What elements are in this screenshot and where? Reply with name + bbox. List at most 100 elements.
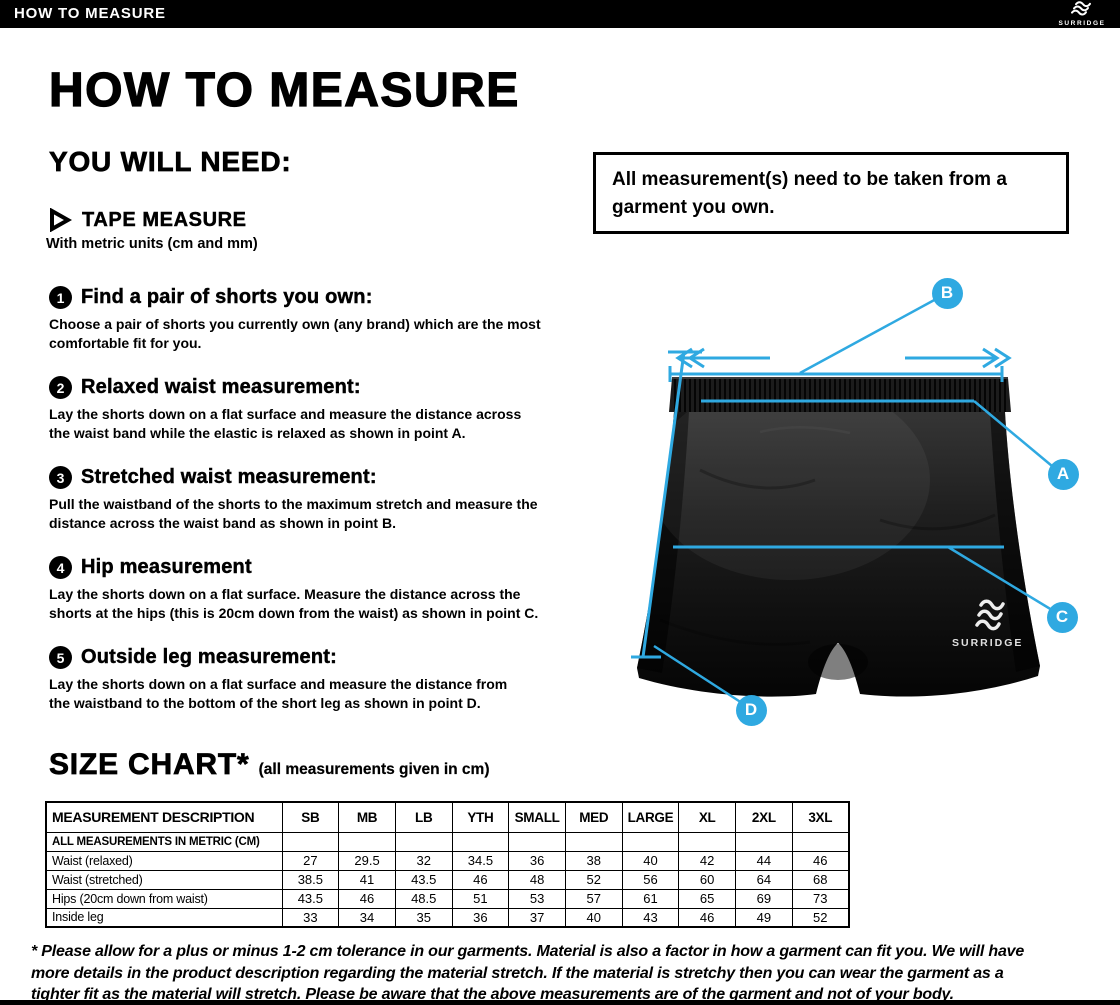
row-label: Inside leg — [45, 907, 283, 928]
step-number-badge: 4 — [49, 556, 72, 579]
size-chart-table: MEASUREMENT DESCRIPTION SB MB LB YTH SMALL MED… — [45, 801, 850, 928]
column-header: LB — [394, 801, 453, 833]
size-chart-subtitle: (all measurements given in cm) — [258, 761, 490, 778]
empty-cell — [791, 831, 850, 852]
value-cell: 34.5 — [451, 850, 510, 871]
empty-cell — [338, 831, 396, 852]
tape-measure-subtitle: With metric units (cm and mm) — [46, 236, 258, 252]
value-cell: 43 — [621, 907, 680, 928]
column-header: SB — [281, 801, 340, 833]
column-header: LARGE — [621, 801, 680, 833]
step-4: 4 Hip measurement Lay the shorts down on a… — [49, 556, 634, 622]
value-cell: 60 — [678, 869, 736, 890]
tape-measure-row: TAPE MEASURE — [48, 208, 247, 232]
value-cell: 52 — [791, 907, 850, 928]
shorts-surridge-logo — [975, 599, 1005, 631]
value-cell: 33 — [281, 907, 340, 928]
value-cell: 69 — [735, 888, 793, 909]
you-will-need-heading: YOU WILL NEED: — [49, 146, 292, 178]
page-title: HOW TO MEASURE — [48, 63, 520, 117]
value-cell: 44 — [735, 850, 793, 871]
value-cell: 51 — [451, 888, 510, 909]
empty-cell — [621, 831, 680, 852]
point-label-c: C — [1046, 601, 1078, 633]
value-cell: 38.5 — [281, 869, 340, 890]
empty-cell — [394, 831, 453, 852]
step-number-badge: 5 — [49, 646, 72, 669]
empty-cell — [678, 831, 736, 852]
step-body: Choose a pair of shorts you currently ow… — [49, 316, 541, 351]
size-chart-heading: SIZE CHART* (all measurements given in c… — [49, 748, 490, 782]
value-cell: 65 — [678, 888, 736, 909]
step-1: 1 Find a pair of shorts you own: Choose a … — [49, 286, 634, 352]
step-5: 5 Outside leg measurement: Lay the shorts … — [49, 646, 634, 712]
table-row: Waist (stretched) 38.5 41 43.5 46 48 52 56 60 64 6… — [45, 869, 850, 890]
empty-cell — [281, 831, 340, 852]
value-cell: 40 — [564, 907, 623, 928]
table-row: Hips (20cm down from waist) 43.5 46 48.5 51 5… — [45, 888, 850, 909]
tape-measure-label: TAPE MEASURE — [82, 208, 247, 231]
value-cell: 56 — [621, 869, 680, 890]
value-cell: 40 — [621, 850, 680, 871]
column-header: MEASUREMENT DESCRIPTION — [45, 801, 283, 833]
value-cell: 36 — [508, 850, 566, 871]
point-label-b: B — [931, 277, 963, 309]
point-label-a: A — [1047, 458, 1079, 490]
empty-cell — [508, 831, 566, 852]
value-cell: 53 — [508, 888, 566, 909]
step-title: Find a pair of shorts you own: — [81, 286, 373, 308]
column-header: XL — [678, 801, 736, 833]
step-number-badge: 3 — [49, 466, 72, 489]
value-cell: 41 — [338, 869, 396, 890]
step-body: Lay the shorts down on a flat surface an… — [49, 406, 522, 441]
empty-cell — [735, 831, 793, 852]
value-cell: 49 — [735, 907, 793, 928]
column-header: SMALL — [508, 801, 566, 833]
step-header: 4 Hip measurement — [49, 556, 634, 579]
value-cell: 27 — [281, 850, 340, 871]
value-cell: 35 — [394, 907, 453, 928]
step-number-badge: 1 — [49, 286, 72, 309]
step-header: 2 Relaxed waist measurement: — [49, 376, 634, 399]
shorts-diagram: SURRIDGE — [631, 296, 1053, 705]
shorts-surridge-wordmark: SURRIDGE — [952, 637, 1023, 649]
column-header: MED — [564, 801, 623, 833]
value-cell: 52 — [564, 869, 623, 890]
value-cell: 48.5 — [394, 888, 453, 909]
value-cell: 73 — [791, 888, 850, 909]
column-header: 2XL — [735, 801, 793, 833]
value-cell: 64 — [735, 869, 793, 890]
column-header: YTH — [451, 801, 510, 833]
value-cell: 36 — [451, 907, 510, 928]
step-3: 3 Stretched waist measurement: Pull the wa… — [49, 466, 634, 532]
step-2: 2 Relaxed waist measurement: Lay the short… — [49, 376, 634, 442]
value-cell: 37 — [508, 907, 566, 928]
value-cell: 42 — [678, 850, 736, 871]
value-cell: 48 — [508, 869, 566, 890]
value-cell: 43.5 — [281, 888, 340, 909]
value-cell: 46 — [791, 850, 850, 871]
value-cell: 68 — [791, 869, 850, 890]
value-cell: 46 — [451, 869, 510, 890]
top-bar-title: HOW TO MEASURE — [14, 5, 166, 22]
step-body: Lay the shorts down on a flat surface. M… — [49, 586, 539, 621]
step-title: Relaxed waist measurement: — [81, 376, 361, 398]
bottom-bar — [0, 1000, 1120, 1005]
column-header: MB — [338, 801, 396, 833]
tape-measure-icon — [50, 208, 72, 232]
step-header: 1 Find a pair of shorts you own: — [49, 286, 634, 309]
value-cell: 29.5 — [338, 850, 396, 871]
step-title: Outside leg measurement: — [81, 646, 337, 668]
table-row: Inside leg 33 34 35 36 37 40 43 46 49 52 — [45, 907, 850, 928]
step-header: 3 Stretched waist measurement: — [49, 466, 634, 489]
step-body: Pull the waistband of the shorts to the … — [49, 496, 538, 531]
leader-lines — [653, 296, 1053, 705]
tolerance-footnote: * Please allow for a plus or minus 1-2 c… — [31, 943, 1025, 1004]
garment-notice-box: All measurement(s) need to be taken from… — [593, 152, 1069, 234]
row-label: Waist (relaxed) — [45, 850, 283, 871]
surridge-logo: SURRIDGE — [1052, 1, 1112, 27]
step-number-badge: 2 — [49, 376, 72, 399]
row-label: Hips (20cm down from waist) — [45, 888, 283, 909]
point-label-d: D — [735, 694, 767, 726]
step-header: 5 Outside leg measurement: — [49, 646, 634, 669]
